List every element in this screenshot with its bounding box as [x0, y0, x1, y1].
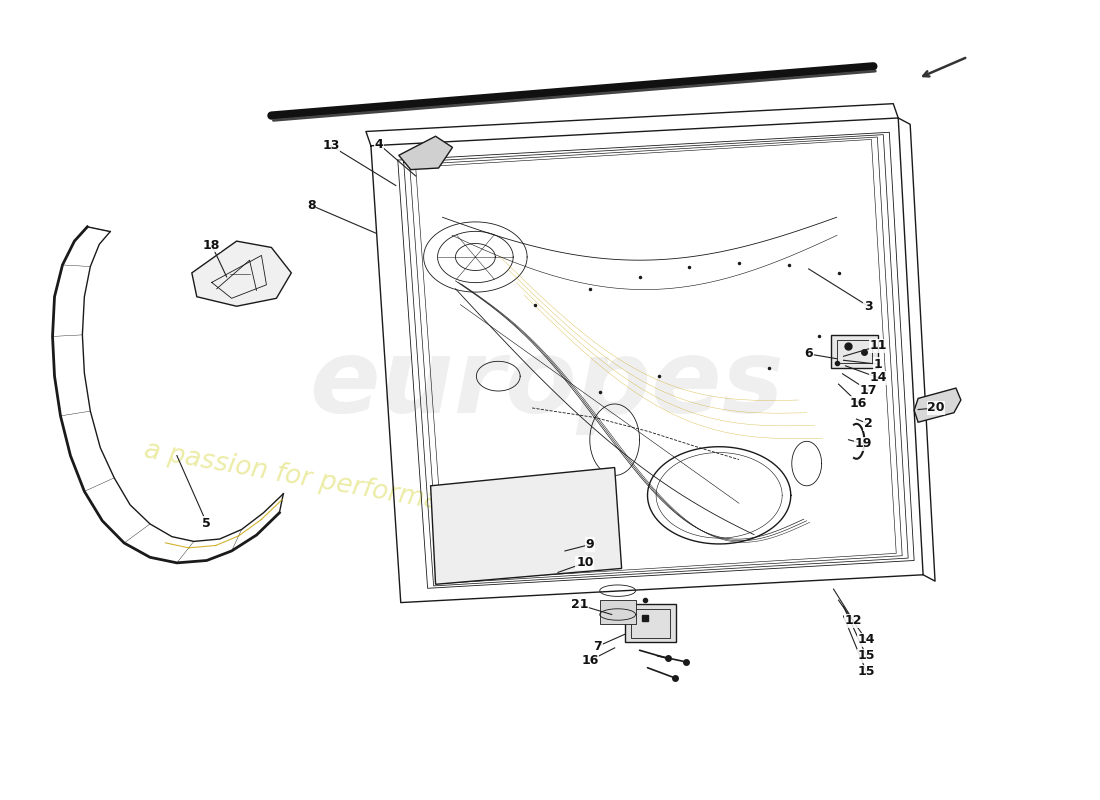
Polygon shape — [914, 388, 961, 422]
Text: a passion for performance 1985: a passion for performance 1985 — [143, 438, 563, 537]
Polygon shape — [399, 136, 452, 170]
Text: 12: 12 — [845, 614, 862, 627]
Text: 8: 8 — [307, 199, 316, 212]
Polygon shape — [191, 241, 292, 306]
Text: 20: 20 — [927, 402, 945, 414]
Text: 18: 18 — [204, 238, 220, 251]
Text: 3: 3 — [865, 300, 872, 313]
Text: 14: 14 — [870, 371, 887, 384]
FancyBboxPatch shape — [830, 335, 878, 368]
Bar — [630, 609, 670, 638]
Text: 15: 15 — [858, 666, 876, 678]
Text: 2: 2 — [864, 418, 872, 430]
Text: 6: 6 — [804, 347, 813, 361]
Text: 10: 10 — [576, 556, 594, 570]
Text: 17: 17 — [859, 384, 877, 397]
Text: 4: 4 — [374, 138, 383, 150]
Text: 14: 14 — [858, 634, 876, 646]
Text: 19: 19 — [855, 437, 872, 450]
Polygon shape — [430, 467, 622, 584]
Bar — [625, 604, 676, 642]
Text: 16: 16 — [581, 654, 598, 667]
Bar — [836, 340, 872, 363]
Text: 5: 5 — [202, 517, 211, 530]
Text: 11: 11 — [870, 339, 887, 353]
Text: 13: 13 — [322, 139, 340, 152]
Text: europes: europes — [309, 334, 784, 434]
Text: 7: 7 — [593, 640, 602, 653]
Text: 1: 1 — [874, 358, 882, 370]
Text: 16: 16 — [849, 397, 867, 410]
Text: 9: 9 — [585, 538, 594, 551]
Bar — [600, 600, 636, 624]
Text: 21: 21 — [571, 598, 588, 611]
Text: 15: 15 — [858, 650, 876, 662]
